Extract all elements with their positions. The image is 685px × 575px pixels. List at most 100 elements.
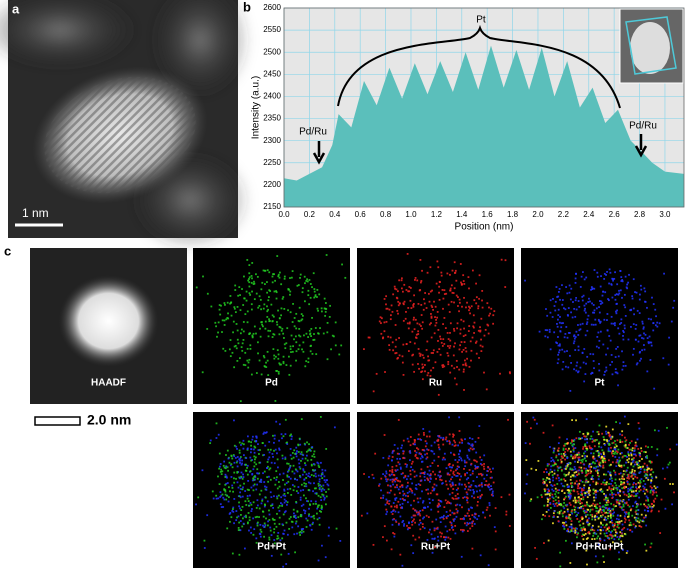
eds-signal: [557, 336, 559, 338]
eds-signal: [222, 496, 225, 499]
eds-signal: [580, 479, 582, 482]
eds-signal: [294, 478, 296, 481]
eds-signal: [295, 350, 298, 353]
eds-signal: [395, 464, 398, 467]
eds-signal: [588, 464, 590, 467]
eds-signal: [563, 510, 566, 513]
eds-signal: [241, 349, 244, 352]
eds-signal: [411, 330, 414, 333]
eds-signal: [466, 501, 469, 504]
eds-signal: [610, 475, 612, 478]
eds-signal: [285, 342, 288, 345]
eds-signal: [626, 481, 629, 483]
eds-signal: [253, 280, 255, 283]
eds-signal: [431, 289, 433, 292]
eds-signal: [578, 506, 581, 509]
eds-signal: [302, 503, 305, 506]
eds-signal: [648, 467, 651, 470]
map-label: Pt: [595, 378, 606, 389]
eds-signal: [268, 519, 271, 521]
eds-signal: [421, 525, 424, 528]
eds-signal: [419, 519, 421, 522]
eds-signal: [379, 316, 382, 319]
eds-signal: [441, 482, 443, 485]
background-particle: [0, 0, 140, 70]
eds-signal: [272, 455, 274, 458]
eds-signal: [324, 556, 327, 559]
eds-signal: [217, 433, 220, 436]
eds-signal: [414, 279, 416, 281]
eds-signal: [557, 492, 560, 494]
eds-signal: [545, 479, 548, 482]
eds-signal: [666, 466, 669, 469]
eds-signal: [655, 491, 658, 494]
eds-signal: [467, 276, 470, 279]
eds-signal: [243, 515, 246, 518]
eds-signal: [206, 328, 209, 330]
eds-signal: [656, 448, 659, 451]
eds-signal: [608, 530, 610, 533]
eds-signal: [453, 518, 456, 520]
eds-signal: [574, 497, 577, 500]
eds-signal: [597, 535, 600, 538]
eds-signal: [575, 308, 578, 311]
eds-signal: [449, 441, 451, 444]
eds-signal: [662, 357, 665, 360]
eds-signal: [278, 473, 281, 476]
eds-signal: [252, 484, 255, 487]
eds-signal: [656, 494, 658, 497]
eds-signal: [474, 466, 477, 469]
eds-signal: [583, 457, 586, 460]
eds-signal: [409, 478, 412, 480]
eds-signal: [478, 297, 480, 300]
eds-signal: [570, 361, 572, 364]
eds-signal: [463, 296, 465, 299]
eds-signal: [268, 451, 271, 454]
eds-signal: [314, 472, 317, 475]
eds-signal: [480, 338, 482, 341]
eds-signal: [386, 491, 389, 494]
eds-signal: [262, 515, 265, 518]
eds-signal: [456, 461, 459, 464]
eds-signal: [576, 490, 579, 493]
eds-signal: [548, 473, 550, 476]
eds-signal: [566, 508, 569, 511]
eds-signal: [249, 347, 252, 350]
eds-signal: [320, 488, 323, 491]
eds-signal: [302, 341, 305, 344]
eds-signal: [466, 499, 468, 502]
eds-signal: [463, 529, 465, 532]
eds-signal: [603, 518, 606, 521]
eds-signal: [581, 505, 584, 507]
eds-signal: [302, 469, 305, 472]
eds-signal: [577, 501, 580, 504]
eds-signal: [578, 305, 581, 308]
eds-signal: [247, 512, 250, 514]
eds-signal: [422, 506, 425, 509]
eds-signal: [596, 507, 599, 510]
eds-signal: [572, 468, 575, 471]
eds-signal: [621, 535, 624, 538]
eds-signal: [599, 452, 602, 455]
eds-signal: [636, 512, 639, 515]
eds-signal: [307, 489, 310, 491]
eds-signal: [470, 462, 473, 465]
eds-signal: [310, 463, 313, 466]
eds-signal: [617, 464, 620, 467]
eds-signal: [267, 448, 270, 451]
eds-signal: [638, 351, 641, 354]
eds-signal: [237, 342, 240, 345]
eds-signal: [618, 473, 621, 475]
eds-signal: [289, 454, 292, 457]
eds-signal: [263, 505, 266, 508]
eds-signal: [291, 470, 294, 473]
eds-signal: [647, 446, 650, 449]
eds-signal: [248, 285, 251, 288]
eds-signal: [618, 465, 621, 468]
eds-signal: [618, 503, 621, 506]
eds-signal: [391, 470, 394, 473]
eds-signal: [549, 497, 551, 500]
eds-signal: [309, 333, 311, 336]
eds-signal: [644, 474, 647, 477]
eds-signal: [390, 459, 393, 462]
